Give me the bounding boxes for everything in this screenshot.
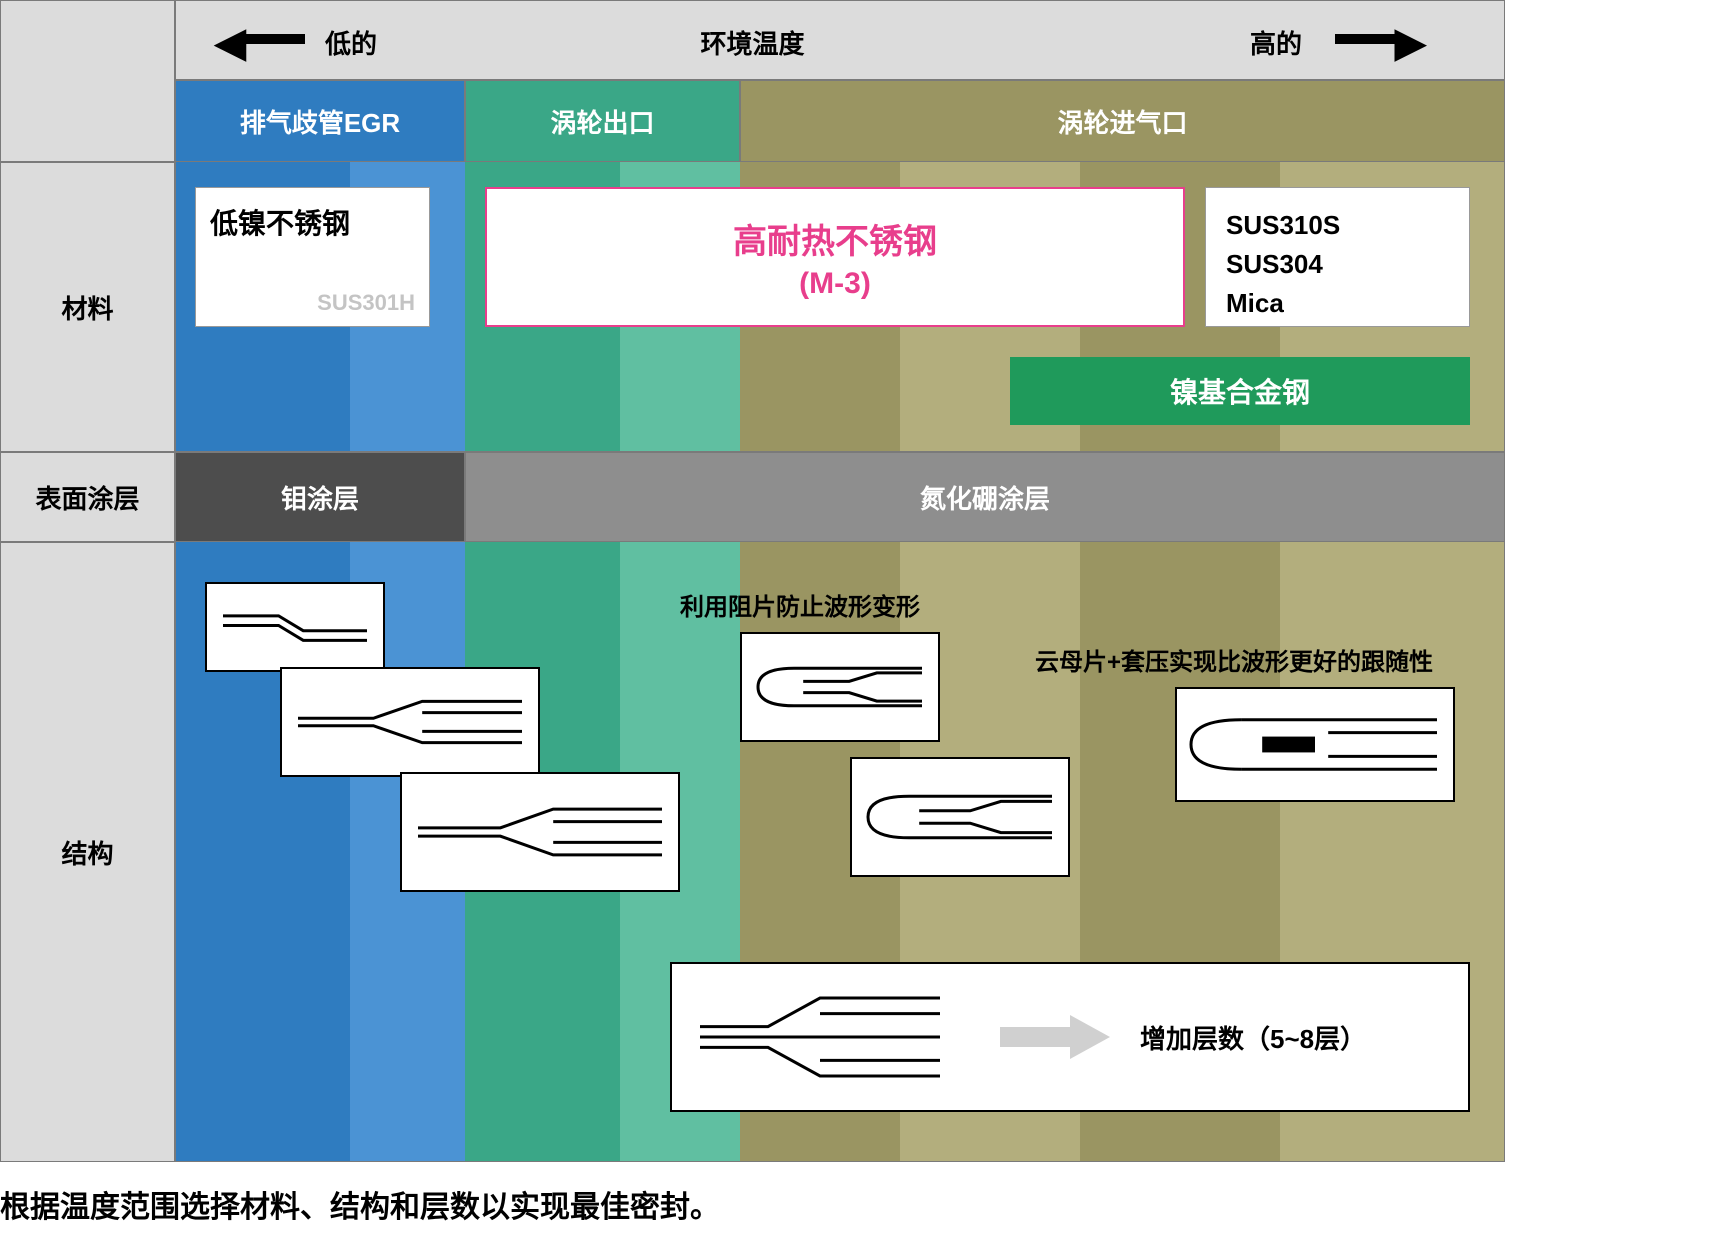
row-label-structure: 结构 [61,834,113,871]
struct-card-hook2 [850,757,1070,877]
sus-item-1: SUS304 [1226,245,1449,284]
coating-left: 钼涂层 [175,452,465,542]
sus-item-0: SUS310S [1226,206,1449,245]
low-nickel-sub: SUS301H [317,290,415,316]
caption-mica: 云母片+套压实现比波形更好的跟随性 [1035,642,1433,677]
struct-card-3 [400,772,680,892]
struct-card-1 [205,582,385,672]
low-nickel-title: 低镍不锈钢 [210,202,415,242]
struct-card-2 [280,667,540,777]
m3-title: 高耐热不锈钢 [733,214,937,263]
struct-card-mica [1175,687,1455,802]
card-m3: 高耐热不锈钢 (M-3) [485,187,1185,327]
cat-turbine-in: 涡轮进气口 [740,80,1505,162]
card-sus-list: SUS310SSUS304Mica [1205,187,1470,327]
footer-text: 根据温度范围选择材料、结构和层数以实现最佳密封。 [0,1182,720,1226]
card-low-nickel: 低镍不锈钢 SUS301H [195,187,430,327]
arrow-layers-icon [1000,1015,1110,1059]
m3-sub: (M-3) [799,267,871,301]
header-high: 高的 [1250,24,1302,61]
caption-stopper: 利用阻片防止波形变形 [680,587,920,622]
cat-egr: 排气歧管EGR [175,80,465,162]
row-materials-label: 材料 [0,162,175,452]
layers-svg [690,972,950,1102]
arrow-right-line [1335,34,1395,44]
caption-layers: 增加层数（5~8层） [1140,1019,1366,1056]
sus-item-2: Mica [1226,284,1449,323]
row-label-coating: 表面涂层 [35,479,139,516]
row-structure-label: 结构 [0,542,175,1162]
arrow-right-icon: ▶ [1395,20,1426,66]
cat-turbine-out: 涡轮出口 [465,80,740,162]
card-nickel-alloy: 镍基合金钢 [1010,357,1470,425]
row-coating-label: 表面涂层 [0,452,175,542]
coating-right: 氮化硼涂层 [465,452,1505,542]
struct-card-hook1 [740,632,940,742]
row-label-materials: 材料 [61,289,113,326]
